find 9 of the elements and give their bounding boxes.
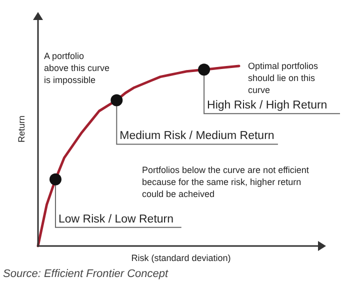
source-note: Source: Efficient Frontier Concept (3, 268, 170, 280)
annotation: Medium Risk / Medium Return (120, 130, 274, 142)
y-axis-title: Return (16, 115, 26, 143)
annotation: High Risk / High Return (207, 100, 328, 112)
text: Optimal portfolios should lie on this curve (248, 61, 319, 95)
annotation: Low Risk / Low Return (58, 213, 174, 226)
x-axis-title: Risk (standard deviation) (131, 253, 231, 263)
annotation: Portfolios below the curve are not efficient because for the same risk, higher return could be acheived (142, 165, 310, 199)
annotation: A portfolio above this curve is impossible (44, 51, 110, 85)
